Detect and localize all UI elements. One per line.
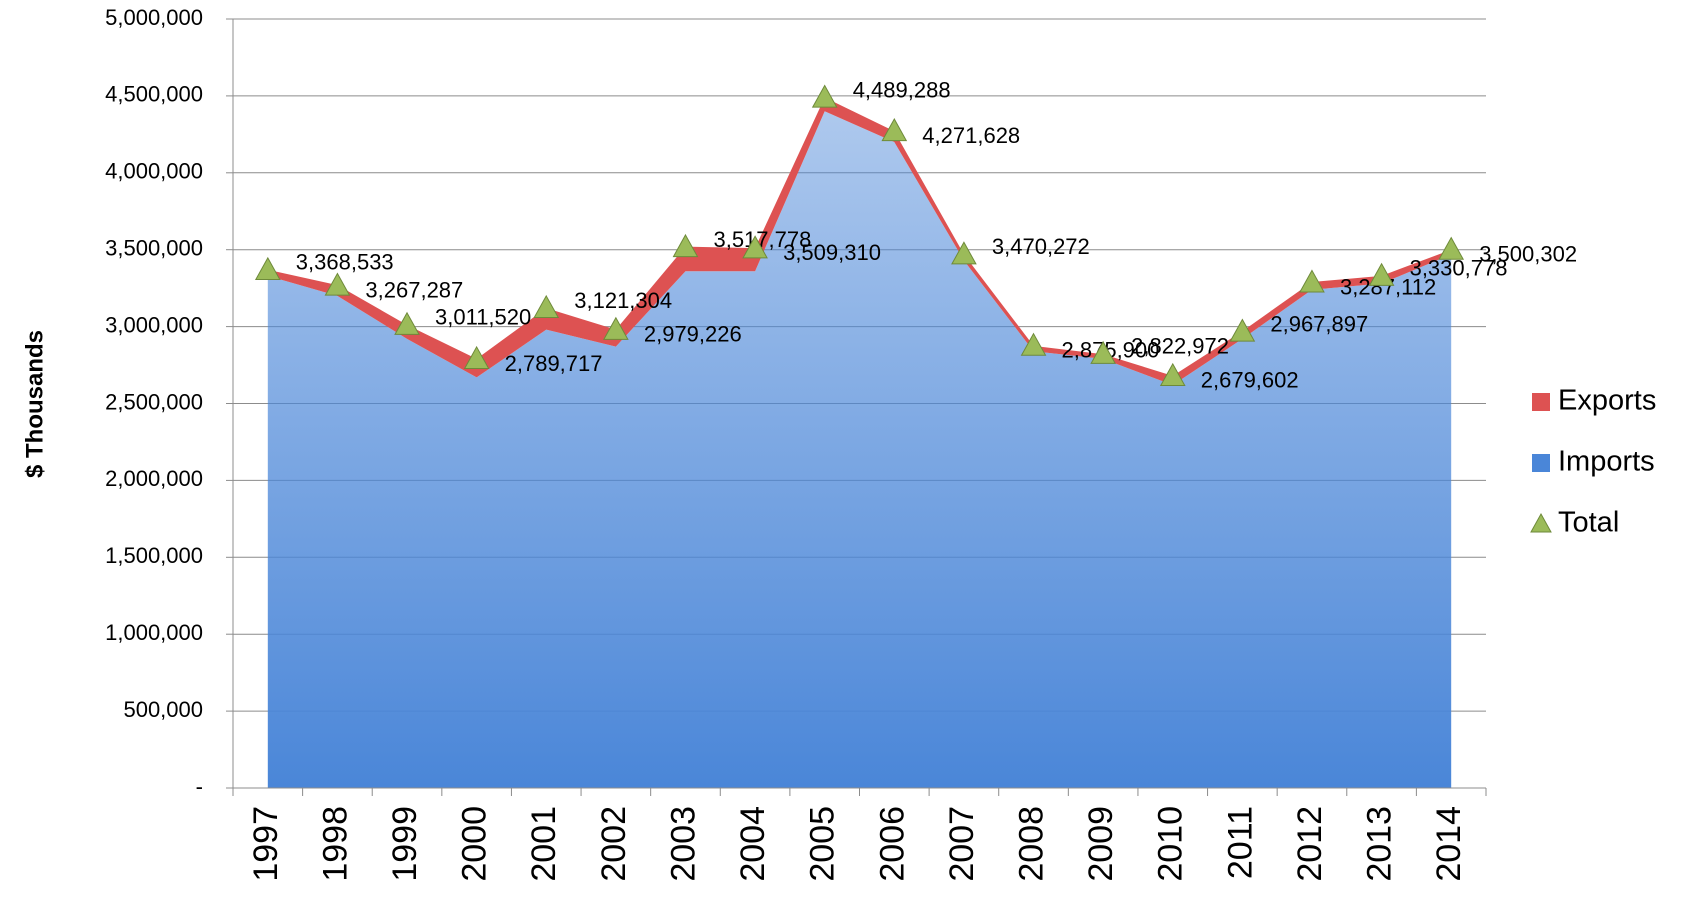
x-tick-label: 2009 xyxy=(1082,806,1120,882)
x-tick-label: 2003 xyxy=(664,806,702,882)
marker xyxy=(1020,332,1047,356)
x-tick-label: 2005 xyxy=(804,806,842,882)
x-tick-label: 1997 xyxy=(247,806,285,882)
marker xyxy=(951,241,977,265)
marker xyxy=(1159,362,1186,386)
marker xyxy=(672,233,699,258)
y-tick-label: 2,500,000 xyxy=(105,389,203,414)
marker xyxy=(1090,340,1116,364)
x-tick-label: 2013 xyxy=(1361,806,1399,882)
y-tick-label: 3,500,000 xyxy=(105,236,203,261)
data-label: 4,489,288 xyxy=(853,77,951,102)
y-axis-title: $ Thousands xyxy=(21,330,48,478)
y-tick-label: 4,500,000 xyxy=(105,82,203,107)
area xyxy=(267,111,1452,788)
data-label: 3,517,778 xyxy=(713,227,811,252)
marker xyxy=(394,311,420,335)
x-tick-label: 2012 xyxy=(1291,806,1329,882)
x-tick-label: 2004 xyxy=(734,806,772,882)
legend-label: Imports xyxy=(1558,446,1655,478)
x-tick-label: 2011 xyxy=(1221,806,1259,879)
marker xyxy=(463,345,490,370)
x-tick-label: 2006 xyxy=(873,806,911,882)
y-tick-label: 1,000,000 xyxy=(105,620,203,645)
x-tick-label: 2007 xyxy=(943,806,981,882)
data-label: 2,979,226 xyxy=(644,322,742,347)
marker xyxy=(324,272,351,296)
data-label: 3,500,302 xyxy=(1479,241,1577,266)
legend-label: Total xyxy=(1558,507,1619,539)
marker xyxy=(1229,318,1256,342)
legend-swatch xyxy=(1532,454,1550,472)
data-label: 3,509,310 xyxy=(783,240,881,265)
data-label: 3,011,520 xyxy=(435,305,531,330)
x-tick-label: 1998 xyxy=(316,806,354,882)
y-tick-label: 1,500,000 xyxy=(105,543,203,568)
legend-swatch xyxy=(1532,393,1550,411)
marker xyxy=(254,256,281,281)
y-tick-label: 500,000 xyxy=(123,697,203,722)
marker xyxy=(533,294,560,319)
x-tick-label: 2008 xyxy=(1013,806,1051,882)
x-tick-label: 2014 xyxy=(1430,806,1468,882)
data-label: 3,470,272 xyxy=(992,234,1090,259)
marker xyxy=(1299,269,1325,293)
marker xyxy=(603,316,629,340)
marker xyxy=(1368,262,1395,286)
y-tick-label: - xyxy=(196,774,203,799)
y-tick-label: 4,000,000 xyxy=(105,159,203,184)
y-tick-label: 3,000,000 xyxy=(105,312,203,337)
x-tick-label: 1999 xyxy=(386,806,424,882)
marker xyxy=(1438,236,1465,260)
legend-label: Exports xyxy=(1558,385,1656,417)
data-label: 2,789,717 xyxy=(505,351,603,376)
x-tick-label: 2002 xyxy=(595,806,633,882)
y-tick-label: 5,000,000 xyxy=(105,5,203,30)
data-label: 4,271,628 xyxy=(922,123,1020,148)
x-tick-label: 2010 xyxy=(1152,806,1190,882)
marker xyxy=(811,84,838,108)
x-tick-label: 2001 xyxy=(525,806,563,882)
marker xyxy=(881,117,908,142)
data-label: 3,121,304 xyxy=(574,288,672,313)
x-tick-label: 2000 xyxy=(456,806,494,882)
y-tick-label: 2,000,000 xyxy=(105,466,203,491)
data-label: 2,967,897 xyxy=(1270,311,1368,336)
data-label: 3,267,287 xyxy=(365,277,463,302)
marker xyxy=(742,235,768,259)
data-label: 2,679,602 xyxy=(1201,368,1299,393)
data-label: 3,368,533 xyxy=(296,250,394,275)
data-label: 2,822,972 xyxy=(1131,334,1229,359)
legend-swatch xyxy=(1530,512,1552,533)
